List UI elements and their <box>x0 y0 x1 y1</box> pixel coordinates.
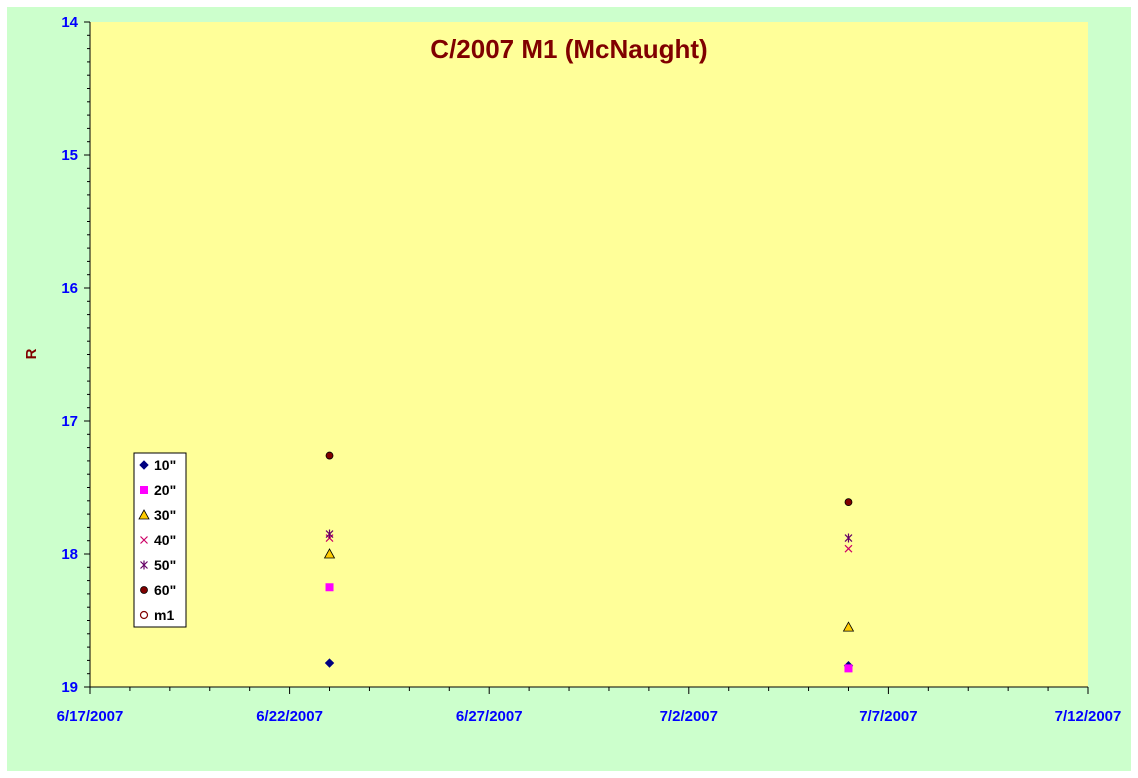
legend-label: 20" <box>154 482 176 498</box>
chart-title: C/2007 M1 (McNaught) <box>430 34 707 64</box>
y-axis-label: R <box>23 348 40 359</box>
legend-label: 30" <box>154 507 176 523</box>
plot-area <box>90 22 1088 687</box>
legend-box <box>133 452 187 628</box>
x-tick-label: 7/7/2007 <box>859 708 917 725</box>
data-point <box>324 658 335 668</box>
x-tick-label: 6/27/2007 <box>456 708 523 725</box>
data-point <box>844 544 853 553</box>
y-tick-label: 14 <box>61 14 78 31</box>
data-point <box>844 533 853 543</box>
y-tick-label: 17 <box>61 413 78 430</box>
x-tick-label: 7/2/2007 <box>660 708 718 725</box>
legend-label: m1 <box>154 607 174 623</box>
legend-marker <box>139 610 149 620</box>
data-point <box>325 529 334 539</box>
data-point <box>844 498 853 507</box>
legend-marker <box>140 536 148 544</box>
x-tick-label: 6/17/2007 <box>57 708 124 725</box>
data-point <box>325 451 334 460</box>
data-point <box>323 548 336 559</box>
legend-marker <box>140 486 148 494</box>
x-tick-label: 6/22/2007 <box>256 708 323 725</box>
legend-marker <box>140 560 148 570</box>
y-tick-label: 16 <box>61 280 78 297</box>
legend-label: 50" <box>154 557 176 573</box>
legend-label: 10" <box>154 457 176 473</box>
chart-area: 14 15 16 17 18 19 6/17/2007 6/22/2007 6/27/2007 7… <box>7 7 1131 771</box>
data-point <box>325 583 334 592</box>
legend-label: 40" <box>154 532 176 548</box>
data-point <box>844 664 853 673</box>
legend-marker <box>139 460 149 470</box>
chart-svg: 14 15 16 17 18 19 6/17/2007 6/22/2007 6/27/2007 7… <box>23 14 1122 725</box>
legend-label: 60" <box>154 582 176 598</box>
y-tick-label: 18 <box>61 546 78 563</box>
legend-marker <box>140 586 148 594</box>
y-tick-label: 19 <box>61 679 78 696</box>
y-tick-label: 15 <box>61 147 78 164</box>
legend-marker <box>138 509 150 520</box>
data-point <box>842 621 855 632</box>
x-tick-label: 7/12/2007 <box>1055 708 1122 725</box>
